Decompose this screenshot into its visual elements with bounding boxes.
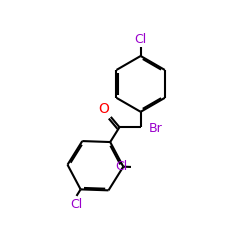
Text: Cl: Cl [134, 33, 147, 46]
Text: Cl: Cl [70, 198, 83, 211]
Text: Cl: Cl [115, 160, 127, 173]
Text: Br: Br [148, 122, 162, 135]
Text: O: O [98, 102, 109, 116]
